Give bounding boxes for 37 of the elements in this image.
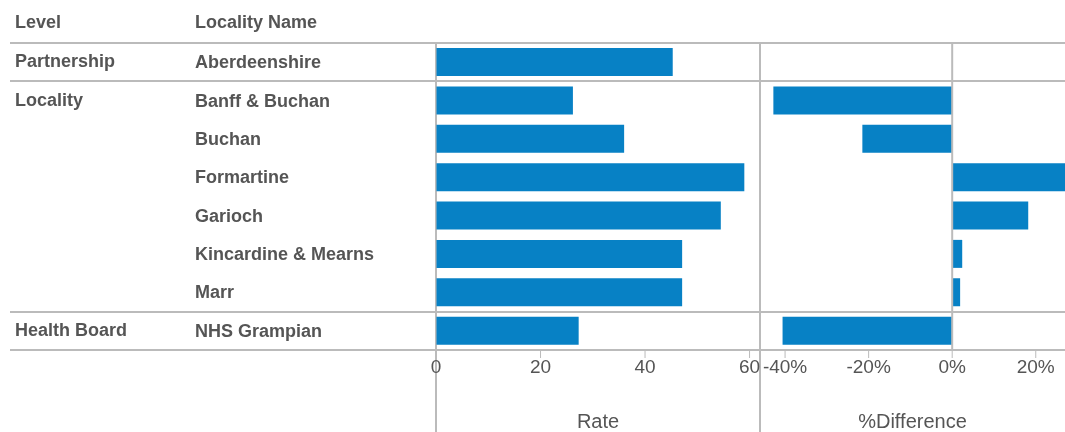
x-axis-title: %Difference <box>858 410 967 432</box>
x-tick-label: 60 <box>738 356 761 378</box>
x-tick-label: 0% <box>938 356 967 378</box>
text: Locality <box>15 89 84 111</box>
bar <box>436 239 683 268</box>
x-tick-label: 20% <box>1016 356 1055 378</box>
text: Health Board <box>15 319 128 341</box>
bar <box>782 316 953 345</box>
x-tick-label: -40% <box>762 356 808 378</box>
y-tick-label: NHS Grampian <box>195 320 323 341</box>
y-tick-label: Banff & Buchan <box>195 90 330 111</box>
x-tick-label: 20 <box>529 356 552 378</box>
x-axis-title: Rate <box>576 410 620 432</box>
bar <box>436 278 683 307</box>
y-tick-label: Formartine <box>195 167 290 188</box>
y-tick-label: Buchan <box>195 128 262 149</box>
x-tick-label: -20% <box>846 356 891 378</box>
bar <box>436 201 721 230</box>
bar <box>436 86 573 115</box>
text: Level <box>15 12 62 33</box>
y-tick-label: Garioch <box>195 205 264 226</box>
x-tick-label: 0 <box>430 356 442 378</box>
y-tick-label: Kincardine & Mearns <box>195 244 375 265</box>
bar <box>862 124 953 153</box>
x-tick-label: 40 <box>634 356 656 378</box>
bar <box>952 239 963 268</box>
y-tick-label: Aberdeenshire <box>195 52 322 73</box>
bar <box>952 201 1029 230</box>
bar <box>436 316 579 345</box>
text: Partnership <box>15 51 116 73</box>
text: Locality Name <box>195 12 318 33</box>
bar <box>773 86 953 115</box>
bar <box>952 163 1065 192</box>
bar <box>436 124 625 153</box>
bar <box>436 48 673 76</box>
bar <box>436 163 745 192</box>
y-tick-label: Marr <box>195 282 235 303</box>
